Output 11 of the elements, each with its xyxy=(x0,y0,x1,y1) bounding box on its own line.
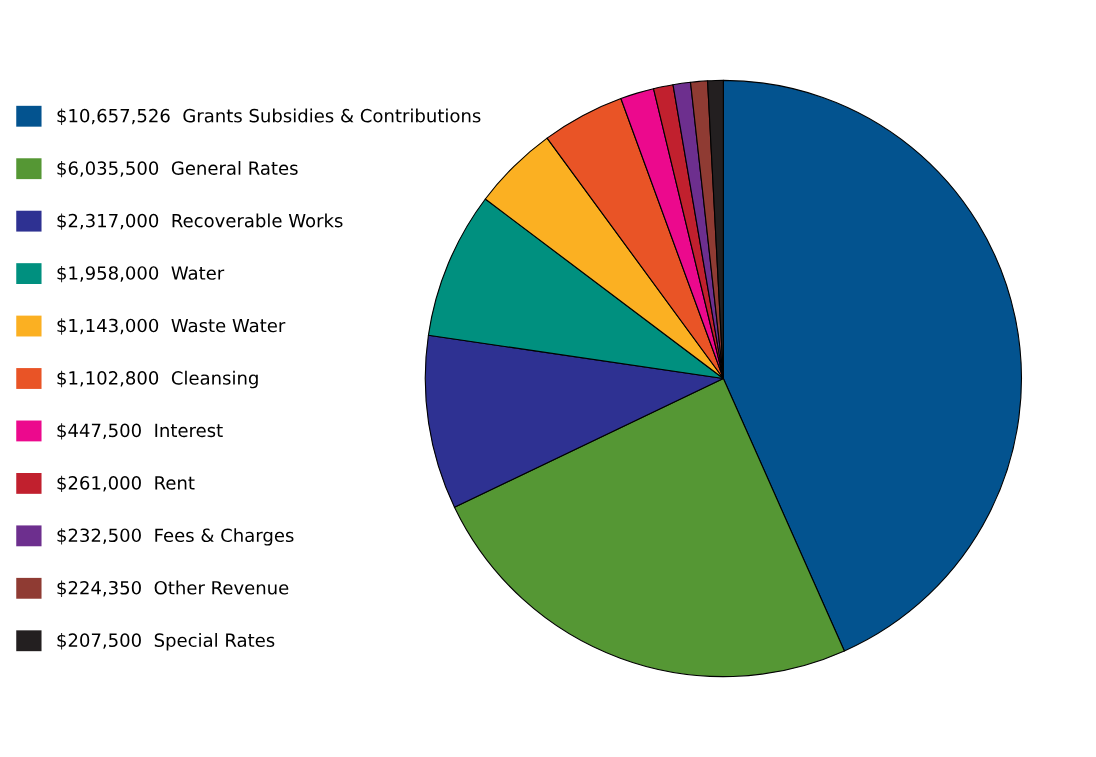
legend-label: $1,102,800 Cleansing xyxy=(57,370,258,389)
legend-label: $6,035,500 General Rates xyxy=(57,160,298,178)
legend-label: $207,500 Special Rates xyxy=(57,633,275,651)
legend-label: $261,000 Rent xyxy=(57,475,195,493)
legend-label: $10,657,526 Grants Subsidies & Contributions xyxy=(57,108,481,125)
legend-label: $1,143,000 Waste Water xyxy=(57,318,286,335)
legend-label: $2,317,000 Recoverable Works xyxy=(57,213,343,230)
legend-label: $447,500 Interest xyxy=(57,423,223,440)
legend-label: $224,350 Other Revenue xyxy=(57,580,289,597)
legend-label: $1,958,000 Water xyxy=(57,265,225,283)
legend-label: $232,500 Fees & Charges xyxy=(57,528,294,546)
